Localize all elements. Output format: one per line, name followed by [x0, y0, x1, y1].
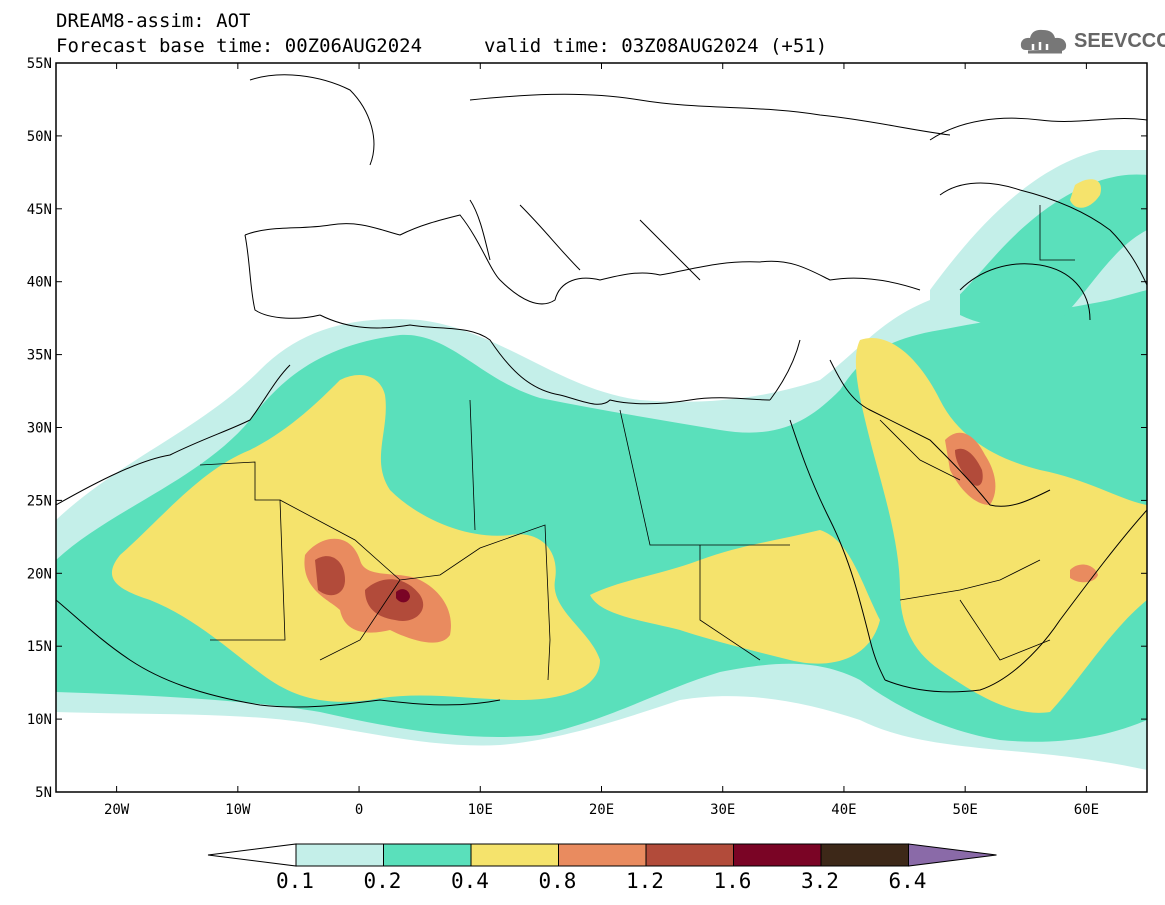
colorbar-level-label: 0.4 — [451, 869, 489, 893]
colorbar-level-label: 1.6 — [713, 869, 752, 893]
lat-tick-label: 55N — [27, 56, 52, 72]
lon-tick-label: 20E — [589, 802, 614, 818]
lat-tick-label: 5N — [35, 785, 52, 801]
lat-tick-label: 30N — [27, 421, 52, 437]
cloud-icon — [1020, 29, 1067, 54]
colorbar-level-label: 6.4 — [888, 869, 927, 893]
colorbar-level-label: 3.2 — [801, 869, 839, 893]
valid-time: valid time: 03Z08AUG2024 (+51) — [484, 35, 828, 57]
aot-band-1.2-gulf — [955, 448, 983, 486]
aot-band-0.2-caspian — [960, 162, 1147, 327]
lon-tick-label: 40E — [831, 802, 856, 818]
lat-tick-label: 50N — [27, 129, 52, 145]
lat-tick-label: 25N — [27, 493, 52, 509]
lon-tick-label: 10W — [225, 802, 251, 818]
lon-tick-label: 60E — [1074, 802, 1099, 818]
colorbar-box — [645, 843, 734, 867]
colorbar-box — [558, 843, 647, 867]
aot-field — [56, 150, 1147, 770]
aot-band-0.4-sudan — [590, 530, 880, 664]
forecast-base-time: Forecast base time: 00Z06AUG2024 — [56, 35, 423, 57]
lon-tick-label: 50E — [953, 802, 978, 818]
aot-band-0.4-arabia — [855, 338, 1147, 713]
longitude-axis: 20W 10W 0 10E 20E 30E 40E 50E 60E — [104, 63, 1099, 818]
lat-tick-label: 45N — [27, 202, 52, 218]
lat-tick-label: 35N — [27, 348, 52, 364]
country-borders — [199, 205, 1075, 681]
coastlines — [56, 74, 1147, 708]
aot-band-0.4-sahara — [111, 375, 600, 702]
lon-tick-label: 30E — [710, 802, 735, 818]
aot-band-0.4-caspian — [1070, 179, 1101, 208]
colorbar-box — [733, 843, 822, 867]
colorbar-over-arrow — [908, 843, 997, 867]
aot-band-0.1-caspian — [930, 150, 1147, 320]
colorbar-level-label: 0.1 — [276, 869, 314, 893]
colorbar-box — [295, 843, 384, 867]
lon-tick-label: 10E — [468, 802, 493, 818]
aot-band-1.6 — [396, 589, 410, 603]
logo-text: SEEVCCC — [1074, 30, 1165, 52]
latitude-axis: 55N 50N 45N 40N 35N 30N 25N 20N 15N 10N 5N — [27, 56, 1147, 801]
colorbar-level-label: 0.8 — [538, 869, 577, 893]
colorbar-box — [383, 843, 472, 867]
colorbar-box — [470, 843, 559, 867]
map-title: DREAM8-assim: AOT — [56, 10, 251, 32]
lat-tick-label: 15N — [27, 639, 52, 655]
seevccc-logo: SEEVCCC — [1018, 24, 1165, 60]
lon-tick-label: 0 — [355, 802, 363, 818]
colorbar-level-label: 0.2 — [363, 869, 402, 893]
lon-tick-label: 20W — [104, 802, 130, 818]
lat-tick-label: 10N — [27, 712, 52, 728]
aot-band-0.8-oman — [1070, 564, 1098, 583]
aot-band-1.2-sahara — [315, 556, 345, 596]
colorbar-level-label: 1.2 — [626, 869, 664, 893]
colorbar-box — [820, 843, 909, 867]
lat-tick-label: 40N — [27, 275, 52, 291]
lat-tick-label: 20N — [27, 566, 52, 582]
colorbar-under-arrow — [207, 843, 297, 867]
